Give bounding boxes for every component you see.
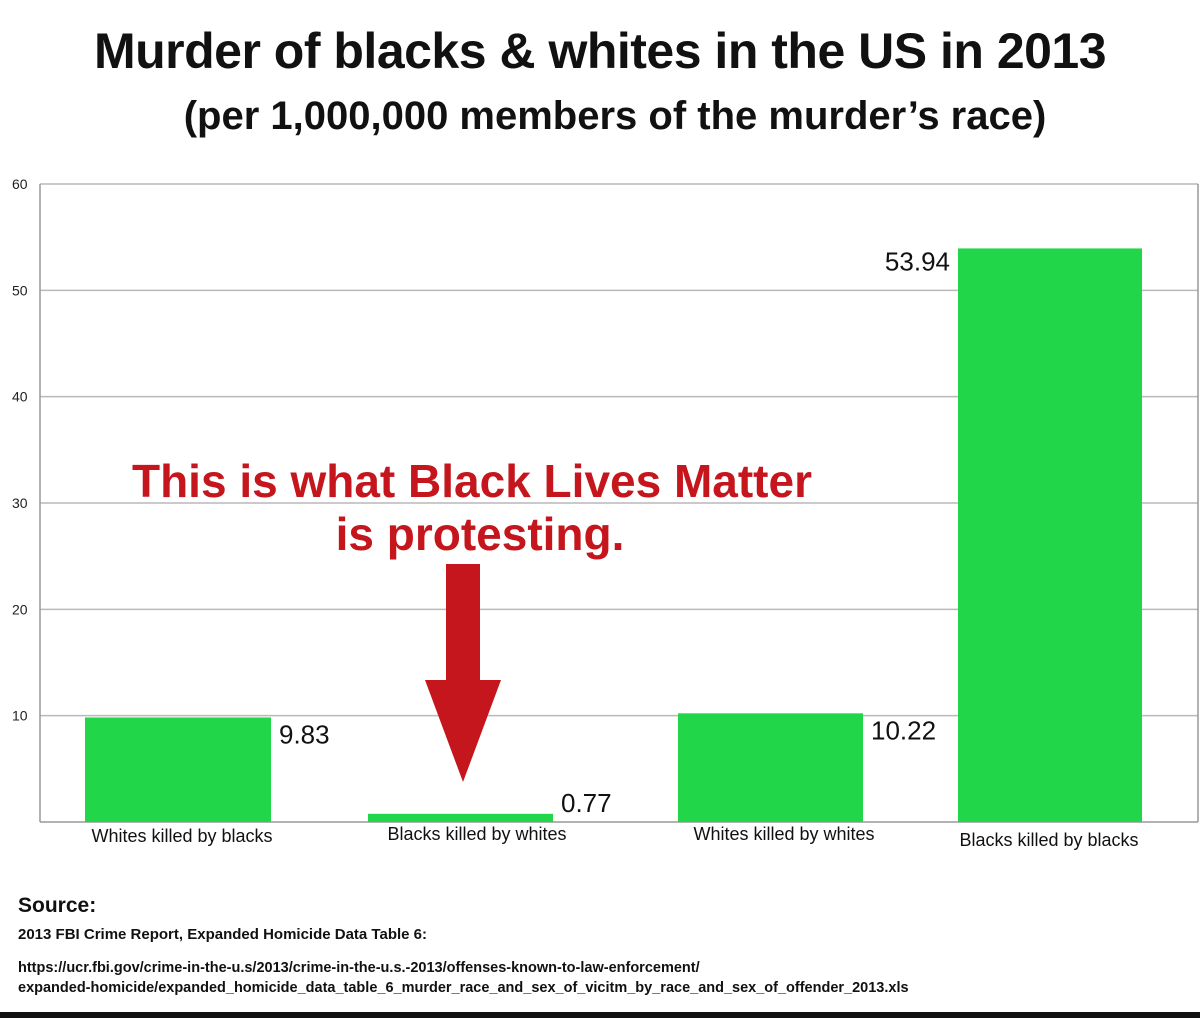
data-label: 53.94 — [885, 246, 950, 276]
bar-chart: 10 20 30 40 50 60 9.83 Whites killed by blacks 0… — [12, 176, 1199, 850]
y-tick-label: 40 — [12, 389, 28, 405]
annotation-text-line-1: This is what Black Lives Matter — [132, 455, 812, 507]
bar — [678, 713, 863, 822]
bar — [85, 717, 271, 822]
y-tick-label: 30 — [12, 495, 28, 511]
category-label: Blacks killed by blacks — [959, 830, 1138, 850]
chart-subtitle: (per 1,000,000 members of the murder’s r… — [183, 94, 1047, 138]
source-report: 2013 FBI Crime Report, Expanded Homicide… — [18, 926, 427, 943]
chart-title: Murder of blacks & whites in the US in 2… — [93, 23, 1107, 79]
bar — [958, 248, 1142, 823]
annotation-text-line-2: is protesting. — [336, 508, 625, 560]
source-url-line-2: expanded-homicide/expanded_homicide_data… — [18, 980, 909, 996]
category-label: Whites killed by whites — [693, 824, 874, 844]
category-label: Whites killed by blacks — [91, 826, 272, 846]
data-label: 10.22 — [871, 715, 936, 745]
source-url[interactable]: https://ucr.fbi.gov/crime-in-the-u.s/201… — [18, 958, 1198, 998]
y-tick-label: 10 — [12, 708, 28, 724]
y-tick-label: 50 — [12, 282, 28, 298]
category-label: Blacks killed by whites — [387, 824, 566, 844]
y-tick-label: 60 — [12, 176, 28, 192]
source-heading: Source: — [18, 894, 97, 917]
bar — [368, 813, 553, 822]
y-tick-label: 20 — [12, 601, 28, 617]
annotation-arrow — [425, 564, 501, 782]
source-url-line-1: https://ucr.fbi.gov/crime-in-the-u.s/201… — [18, 960, 700, 976]
bottom-border — [0, 1012, 1200, 1018]
data-label: 9.83 — [279, 719, 330, 749]
data-label: 0.77 — [561, 788, 612, 818]
